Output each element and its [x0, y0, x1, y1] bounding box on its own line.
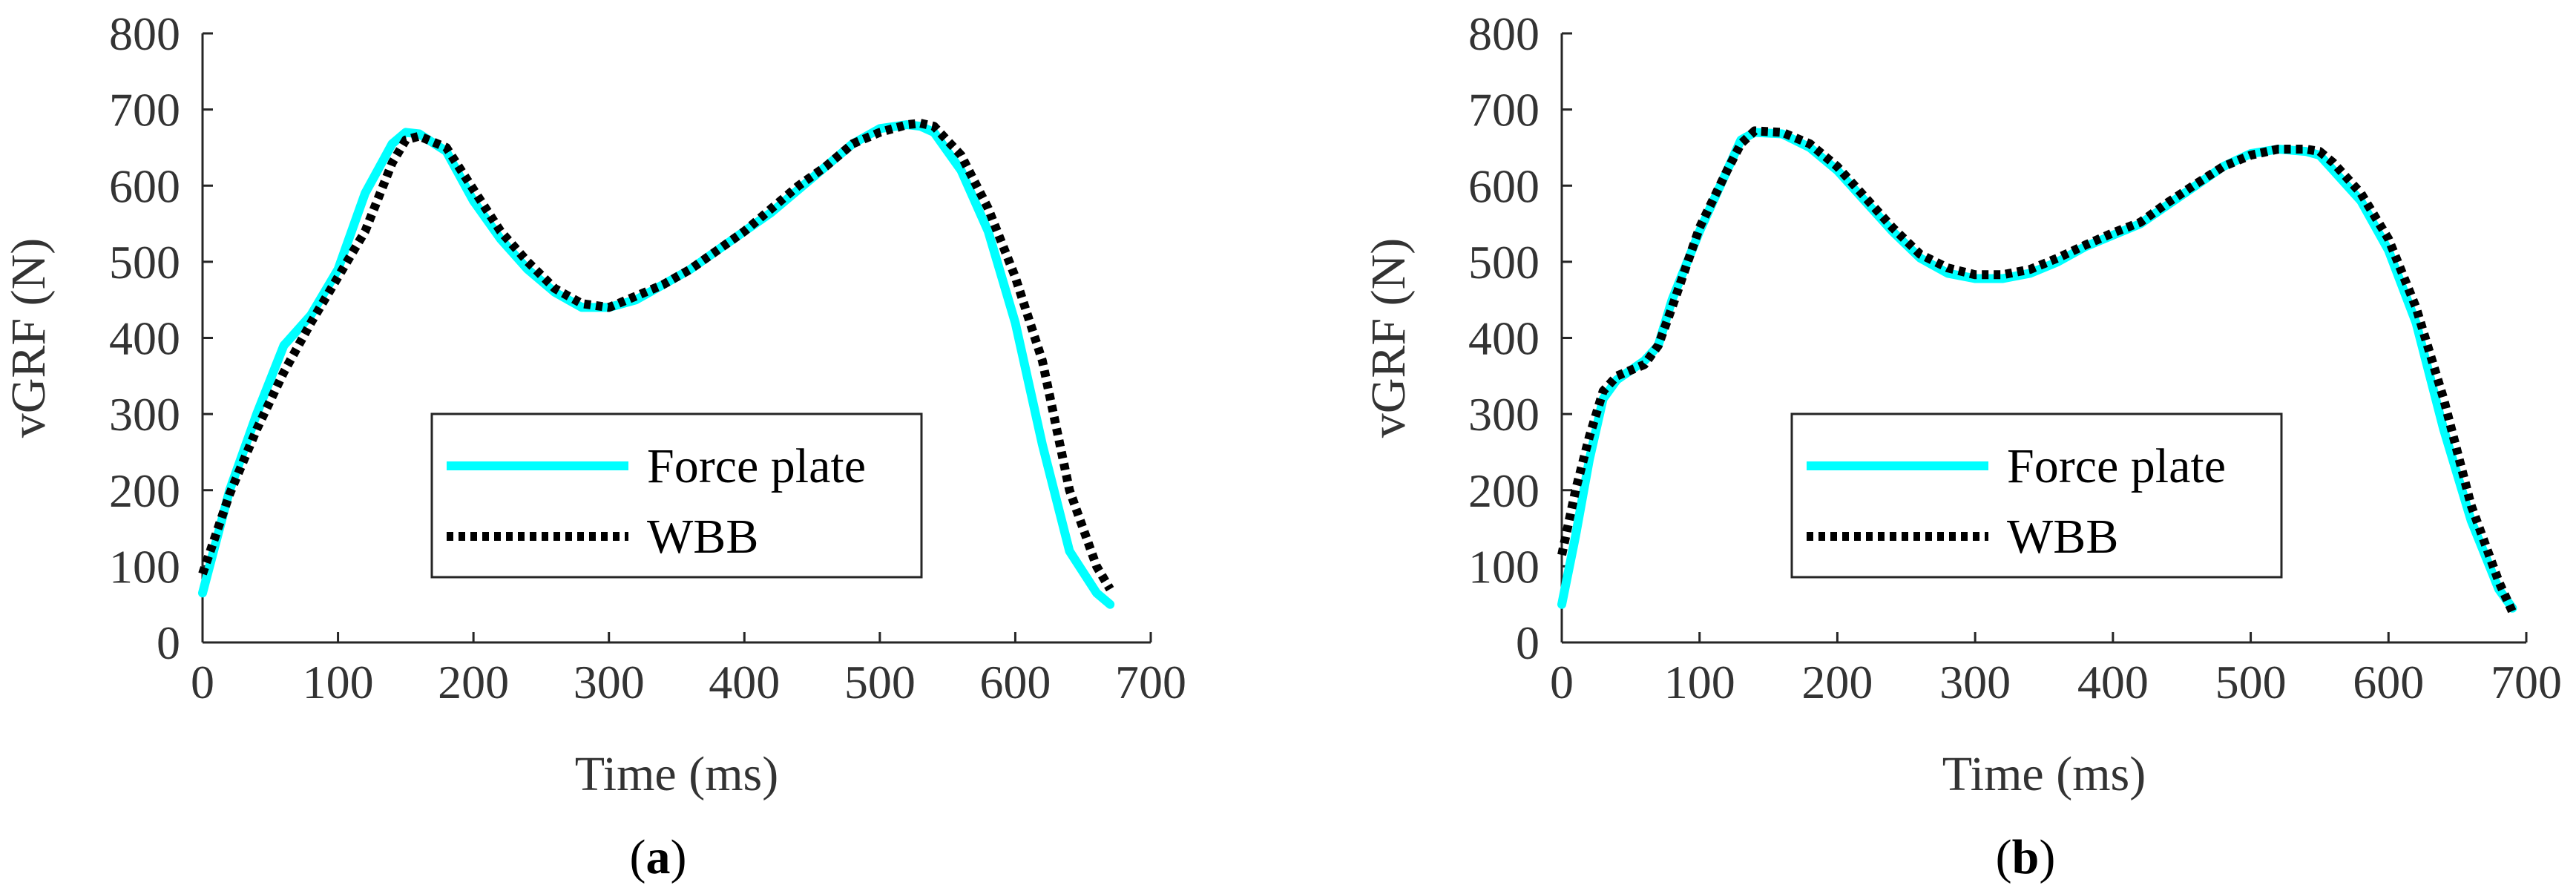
y-tick-label: 200 — [1468, 464, 1540, 517]
panel-label: (b) — [1996, 830, 2056, 884]
legend-label-wbb: WBB — [2007, 510, 2118, 564]
series-line-wbb — [198, 119, 1114, 592]
y-tick-label: 200 — [109, 464, 180, 517]
x-axis-label: Time (ms) — [1942, 747, 2146, 801]
panel-label: (a) — [630, 830, 687, 884]
y-tick-label: 100 — [1468, 540, 1540, 593]
legend-box — [430, 412, 923, 579]
y-tick-label: 300 — [1468, 388, 1540, 441]
x-tick-label: 400 — [709, 656, 780, 708]
x-tick-label: 600 — [2353, 656, 2424, 708]
x-tick-label: 700 — [2491, 656, 2562, 708]
x-tick-label: 700 — [1115, 656, 1186, 708]
x-tick-label: 200 — [1801, 656, 1873, 708]
y-tick-label: 0 — [157, 616, 180, 669]
x-tick-label: 0 — [1550, 656, 1574, 708]
legend-label-force-plate: Force plate — [647, 439, 866, 493]
legend: Force plate WBB — [430, 412, 923, 579]
chart-panel-a: 0 100 200 300 400 500 600 700 0 100 200 300 400 500 60… — [1, 7, 1186, 884]
chart-panel-b: 0 100 200 300 400 500 600 700 0 100 200 300 400 500 60… — [1361, 7, 2562, 884]
y-tick-label: 700 — [1468, 84, 1540, 137]
y-tick-label: 300 — [109, 388, 180, 441]
y-tick-label: 600 — [109, 159, 180, 212]
legend-label-force-plate: Force plate — [2007, 439, 2226, 493]
y-axis-label: vGRF (N) — [1361, 238, 1416, 438]
y-tick-label: 100 — [109, 540, 180, 593]
y-axis-label: vGRF (N) — [1, 238, 56, 438]
y-tick-label: 500 — [109, 236, 180, 289]
legend: Force plate WBB — [1790, 412, 2283, 579]
y-tick-label: 700 — [109, 84, 180, 137]
y-tick-label: 600 — [1468, 159, 1540, 212]
y-tick-label: 800 — [109, 7, 180, 60]
legend-box — [1790, 412, 2283, 579]
x-tick-label: 0 — [191, 656, 214, 708]
x-tick-label: 100 — [1664, 656, 1735, 708]
x-axis-label: Time (ms) — [575, 747, 778, 801]
y-tick-label: 400 — [1468, 312, 1540, 365]
x-tick-label: 300 — [574, 656, 645, 708]
y-tick-label: 400 — [109, 312, 180, 365]
x-tick-label: 400 — [2077, 656, 2149, 708]
y-tick-label: 800 — [1468, 7, 1540, 60]
y-tick-label: 0 — [1516, 616, 1540, 669]
x-tick-label: 500 — [844, 656, 916, 708]
x-tick-label: 100 — [303, 656, 374, 708]
x-tick-label: 200 — [438, 656, 509, 708]
legend-label-wbb: WBB — [647, 510, 758, 564]
x-tick-label: 500 — [2215, 656, 2287, 708]
y-tick-label: 500 — [1468, 236, 1540, 289]
x-tick-label: 300 — [1939, 656, 2011, 708]
x-tick-label: 600 — [979, 656, 1051, 708]
